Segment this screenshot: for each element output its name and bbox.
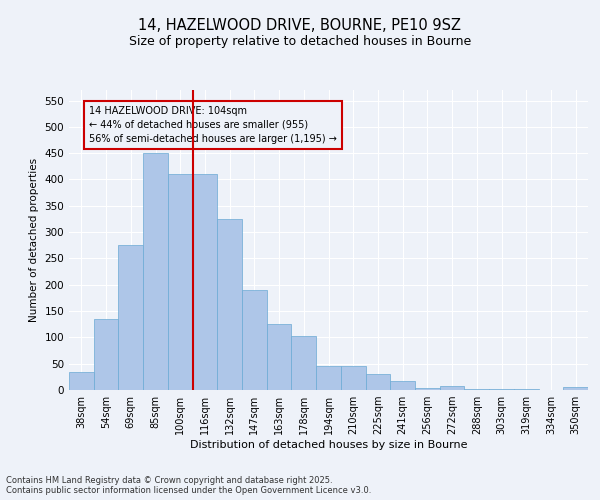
Bar <box>242 290 267 390</box>
Text: 14 HAZELWOOD DRIVE: 104sqm
← 44% of detached houses are smaller (955)
56% of sem: 14 HAZELWOOD DRIVE: 104sqm ← 44% of deta… <box>89 106 337 144</box>
Bar <box>563 388 588 390</box>
Bar <box>267 324 292 390</box>
Y-axis label: Number of detached properties: Number of detached properties <box>29 158 39 322</box>
Bar <box>94 319 118 390</box>
Text: Size of property relative to detached houses in Bourne: Size of property relative to detached ho… <box>129 35 471 48</box>
Bar <box>390 380 415 390</box>
X-axis label: Distribution of detached houses by size in Bourne: Distribution of detached houses by size … <box>190 440 467 450</box>
Bar <box>217 219 242 390</box>
Bar <box>464 389 489 390</box>
Bar <box>193 174 217 390</box>
Bar <box>316 366 341 390</box>
Bar <box>118 246 143 390</box>
Text: Contains HM Land Registry data © Crown copyright and database right 2025.
Contai: Contains HM Land Registry data © Crown c… <box>6 476 371 495</box>
Bar <box>440 386 464 390</box>
Bar <box>365 374 390 390</box>
Bar <box>168 174 193 390</box>
Bar <box>292 336 316 390</box>
Text: 14, HAZELWOOD DRIVE, BOURNE, PE10 9SZ: 14, HAZELWOOD DRIVE, BOURNE, PE10 9SZ <box>139 18 461 32</box>
Bar <box>415 388 440 390</box>
Bar <box>143 153 168 390</box>
Bar <box>341 366 365 390</box>
Bar <box>69 372 94 390</box>
